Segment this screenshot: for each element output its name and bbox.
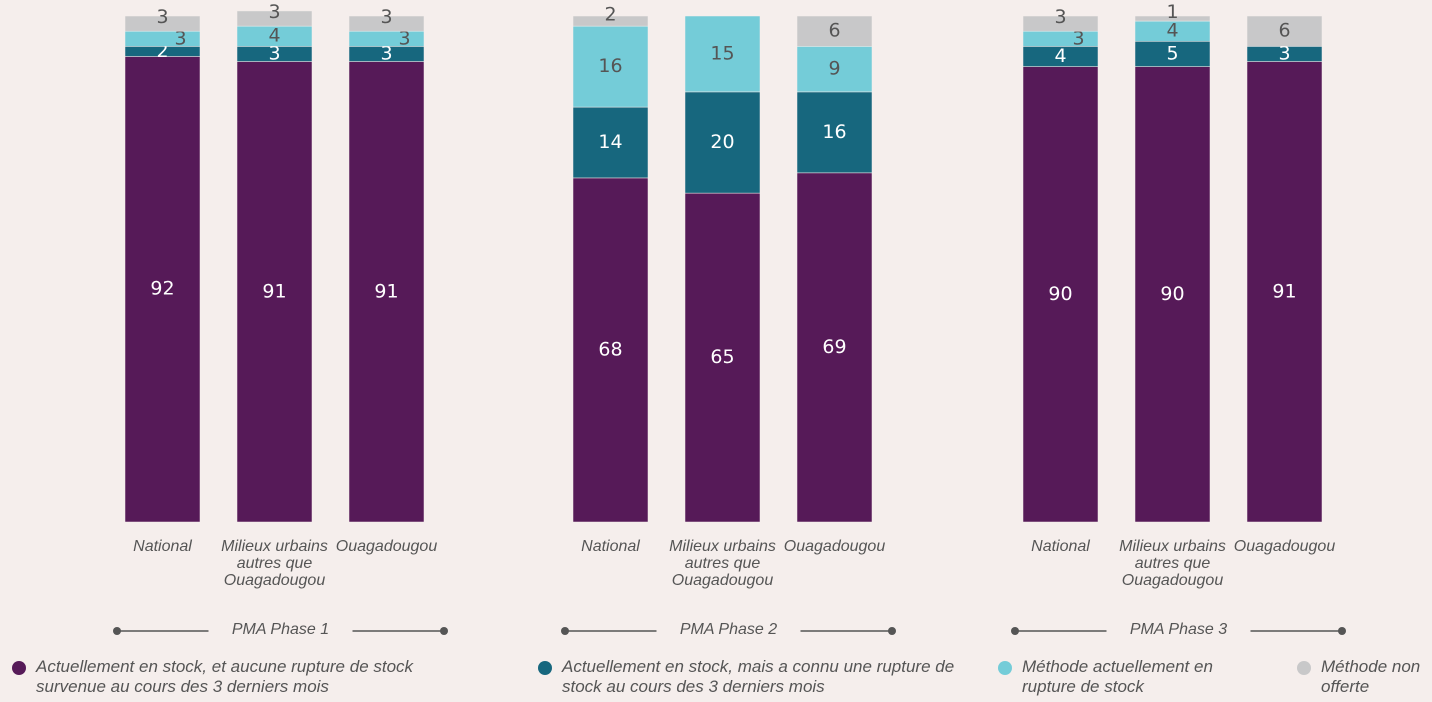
- bar-segment: [684, 15, 761, 93]
- legend-marker: [1297, 661, 1311, 675]
- bar-segment: [1134, 15, 1211, 22]
- legend-label: Méthode actuellement en rupture de stock: [1022, 657, 1213, 696]
- data-label: 3: [1054, 6, 1066, 28]
- bar-segment: [796, 46, 873, 93]
- bar-segment: [1246, 15, 1323, 47]
- bar-segment: [236, 10, 313, 27]
- data-label: 6: [828, 20, 840, 42]
- data-label: 14: [598, 131, 622, 153]
- legend-label: Actuellement en stock, mais a connu une …: [562, 657, 955, 696]
- x-tick-label: Ouagadougou: [335, 538, 438, 555]
- bar-segment: [348, 61, 425, 523]
- bar-segment: [1022, 66, 1099, 523]
- legend-marker: [998, 661, 1012, 675]
- group-label: PMA Phase 2: [679, 621, 778, 638]
- x-tick-label: National: [581, 538, 640, 555]
- bar-segment: [1022, 15, 1099, 32]
- data-label: 68: [598, 338, 622, 360]
- data-label: 92: [150, 278, 174, 300]
- bar-segment: [124, 30, 201, 47]
- group-dot: [888, 627, 896, 635]
- data-label: 3: [398, 27, 410, 49]
- x-tick-label: Ouagadougou: [783, 538, 886, 555]
- data-label: 3: [268, 42, 280, 64]
- data-label: 3: [268, 1, 280, 23]
- x-tick-label: Milieux urbains autres que Ouagadougou: [1119, 538, 1226, 589]
- legend-marker: [12, 661, 26, 675]
- data-label: 3: [1278, 42, 1290, 64]
- data-label: 9: [828, 58, 840, 80]
- x-tick-label: Ouagadougou: [1233, 538, 1336, 555]
- data-label: 16: [598, 55, 622, 77]
- group-dot: [113, 627, 121, 635]
- bar-segment: [1246, 61, 1323, 523]
- bar-segment: [572, 15, 649, 27]
- bar-segment: [684, 192, 761, 523]
- x-tick-label: National: [1031, 538, 1090, 555]
- group-label: PMA Phase 1: [231, 621, 330, 638]
- data-label: 90: [1160, 283, 1184, 305]
- data-label: 4: [1054, 45, 1066, 67]
- x-tick-label: Milieux urbains autres que Ouagadougou: [221, 538, 328, 589]
- data-label: 3: [380, 42, 392, 64]
- bar-segment: [348, 30, 425, 47]
- data-label: 20: [710, 131, 734, 153]
- x-tick-label: Milieux urbains autres que Ouagadougou: [669, 538, 776, 589]
- data-label: 3: [380, 6, 392, 28]
- group-label: PMA Phase 3: [1129, 621, 1228, 638]
- bar-segment: [1134, 66, 1211, 523]
- bar-segment: [572, 106, 649, 179]
- x-tick-label: National: [133, 538, 192, 555]
- data-label: 4: [1166, 20, 1178, 42]
- bar-segment: [1022, 30, 1099, 47]
- data-label: 1: [1166, 1, 1178, 23]
- group-dot: [440, 627, 448, 635]
- bar-segment: [124, 56, 201, 523]
- bar-segment: [124, 15, 201, 32]
- bar-segment: [1134, 41, 1211, 67]
- data-label: 90: [1048, 283, 1072, 305]
- data-label: 65: [710, 346, 734, 368]
- data-label: 6: [1278, 20, 1290, 42]
- data-label: 3: [1072, 27, 1084, 49]
- bar-segment: [796, 15, 873, 47]
- bar-segment: [236, 61, 313, 523]
- bar-segment: [572, 25, 649, 108]
- legend-label: Actuellement en stock, et aucune rupture…: [36, 657, 414, 696]
- group-dot: [1338, 627, 1346, 635]
- legend-marker: [538, 661, 552, 675]
- data-label: 91: [374, 280, 398, 302]
- legend-label: Méthode non offerte: [1321, 657, 1421, 696]
- data-label: 5: [1166, 42, 1178, 64]
- group-dot: [1011, 627, 1019, 635]
- data-label: 16: [822, 121, 846, 143]
- data-label: 91: [262, 280, 286, 302]
- data-label: 3: [174, 27, 186, 49]
- data-label: 69: [822, 336, 846, 358]
- data-label: 15: [710, 42, 734, 64]
- bar-segment: [348, 15, 425, 32]
- data-label: 91: [1272, 280, 1296, 302]
- bar-segment: [796, 91, 873, 174]
- data-label: 3: [156, 6, 168, 28]
- data-label: 4: [268, 25, 280, 47]
- group-dot: [561, 627, 569, 635]
- bar-segment: [684, 91, 761, 194]
- data-label: 2: [604, 4, 616, 26]
